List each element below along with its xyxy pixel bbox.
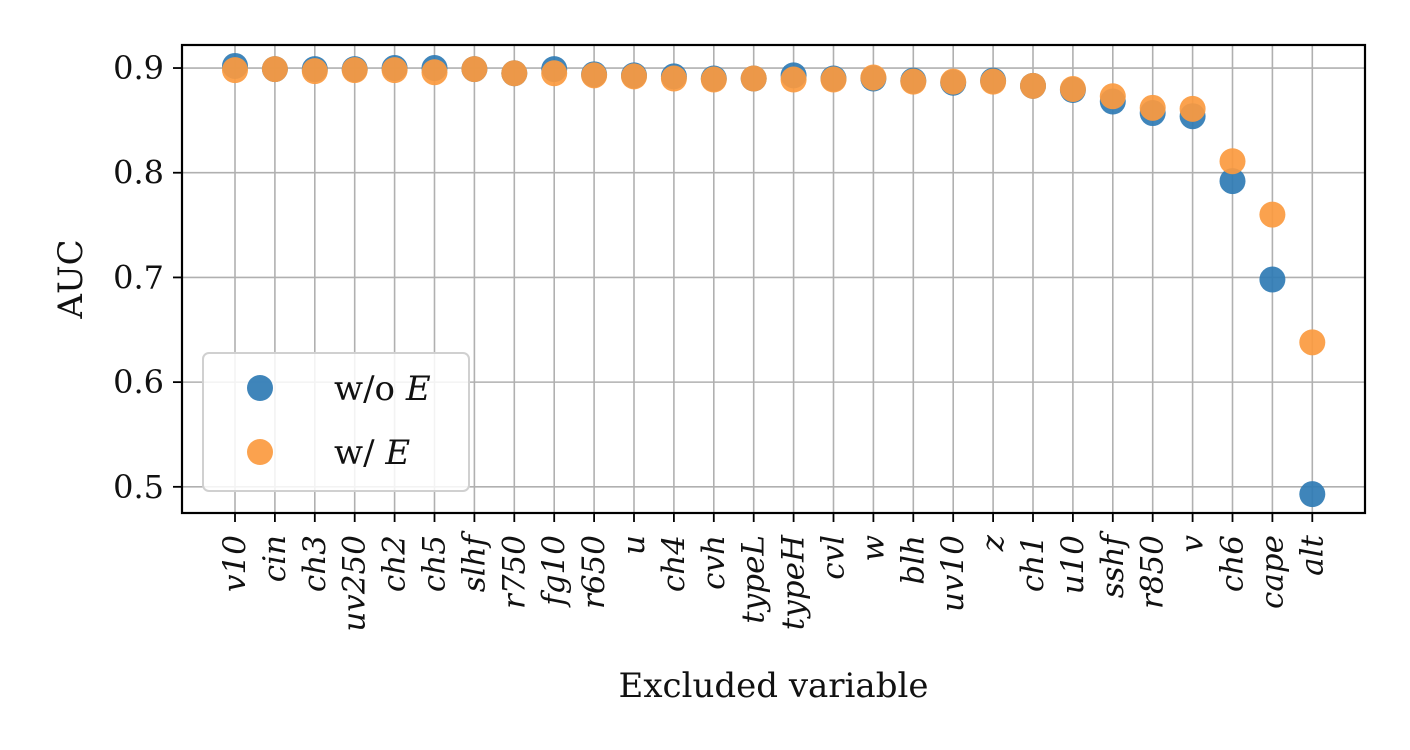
data-point-with-e bbox=[660, 65, 687, 92]
y-tick-label: 0.9 bbox=[113, 49, 164, 87]
x-tick-label: fg10 bbox=[536, 535, 572, 608]
data-points bbox=[222, 52, 1326, 508]
data-point-with-e bbox=[541, 60, 568, 87]
x-tick-label: r750 bbox=[496, 535, 532, 609]
data-point-with-e bbox=[940, 68, 967, 95]
data-point-with-e bbox=[700, 66, 727, 93]
data-point-with-e bbox=[501, 60, 528, 87]
x-tick-label: u bbox=[616, 535, 652, 555]
data-point-with-e bbox=[1139, 94, 1166, 121]
data-point-without-e bbox=[1219, 168, 1246, 195]
x-tick-label: ch2 bbox=[377, 535, 413, 592]
x-tick-label: ch1 bbox=[1015, 535, 1051, 592]
data-point-with-e bbox=[740, 65, 767, 92]
legend-label-with-e: w/ E bbox=[334, 433, 410, 473]
x-tick-label: v bbox=[1175, 535, 1211, 553]
data-point-with-e bbox=[581, 62, 608, 89]
data-point-without-e bbox=[1299, 481, 1326, 508]
plot-frame bbox=[180, 43, 1367, 515]
data-point-with-e bbox=[1020, 72, 1046, 99]
y-tick-label: 0.7 bbox=[113, 258, 164, 296]
data-point-with-e bbox=[222, 57, 248, 84]
data-point-with-e bbox=[860, 64, 887, 91]
y-tick-label: 0.6 bbox=[113, 363, 164, 401]
data-point-with-e bbox=[621, 63, 647, 90]
data-point-with-e bbox=[820, 66, 847, 93]
y-axis-ticks: 0.5 0.6 0.7 0.8 0.9 bbox=[113, 49, 182, 506]
data-point-with-e bbox=[1179, 95, 1206, 122]
x-tick-label: typeH bbox=[776, 534, 812, 630]
legend-label-without-e: w/o E bbox=[334, 369, 431, 409]
x-tick-label: blh bbox=[895, 535, 931, 585]
x-tick-label: slhf bbox=[456, 529, 492, 592]
x-tick-label: v10 bbox=[217, 535, 253, 592]
x-tick-label: ch5 bbox=[417, 535, 453, 592]
x-tick-label: u10 bbox=[1055, 535, 1091, 594]
y-tick-label: 0.5 bbox=[113, 468, 164, 506]
x-axis-ticks: v10 cin ch3 uv250 ch2 ch5 slhf r750 fg10 r650 u ch4… bbox=[217, 513, 1330, 632]
x-tick-label: cvh bbox=[696, 535, 732, 590]
data-point-without-e bbox=[1259, 266, 1286, 293]
data-point-with-e bbox=[1099, 83, 1126, 110]
data-point-with-e bbox=[1259, 201, 1286, 228]
x-tick-label: ch4 bbox=[656, 535, 692, 592]
data-point-with-e bbox=[900, 68, 927, 95]
data-point-with-e bbox=[1219, 148, 1246, 175]
x-tick-label: cape bbox=[1254, 535, 1290, 609]
data-point-with-e bbox=[301, 58, 328, 85]
x-tick-label: z bbox=[975, 534, 1011, 552]
x-tick-label: w bbox=[855, 535, 891, 562]
x-axis-label: Excluded variable bbox=[619, 666, 929, 706]
y-axis-label: AUC bbox=[51, 239, 91, 319]
x-tick-label: r650 bbox=[576, 535, 612, 609]
x-tick-label: cin bbox=[257, 535, 293, 582]
x-tick-label: r850 bbox=[1135, 535, 1171, 609]
x-tick-label: cvl bbox=[816, 535, 852, 580]
legend: w/o E w/ E bbox=[202, 352, 470, 492]
x-tick-label: alt bbox=[1294, 534, 1330, 575]
data-point-with-e bbox=[461, 56, 488, 83]
x-tick-label: sshf bbox=[1095, 529, 1131, 598]
x-tick-label: uv10 bbox=[935, 535, 971, 612]
y-tick-label: 0.8 bbox=[113, 154, 164, 192]
data-point-with-e bbox=[261, 56, 288, 83]
grid-lines bbox=[182, 45, 1365, 513]
data-point-with-e bbox=[780, 66, 807, 93]
data-point-with-e bbox=[1299, 329, 1326, 356]
data-point-with-e bbox=[980, 68, 1007, 95]
x-tick-label: ch3 bbox=[297, 535, 333, 592]
x-tick-label: ch6 bbox=[1215, 535, 1251, 592]
data-point-with-e bbox=[381, 57, 408, 84]
data-point-with-e bbox=[341, 57, 368, 84]
legend-marker-without-e bbox=[247, 375, 273, 401]
x-tick-label: uv250 bbox=[337, 535, 373, 632]
data-point-with-e bbox=[1059, 75, 1086, 102]
legend-marker-with-e bbox=[247, 439, 273, 465]
x-tick-label: typeL bbox=[736, 535, 772, 624]
data-point-with-e bbox=[421, 59, 448, 86]
